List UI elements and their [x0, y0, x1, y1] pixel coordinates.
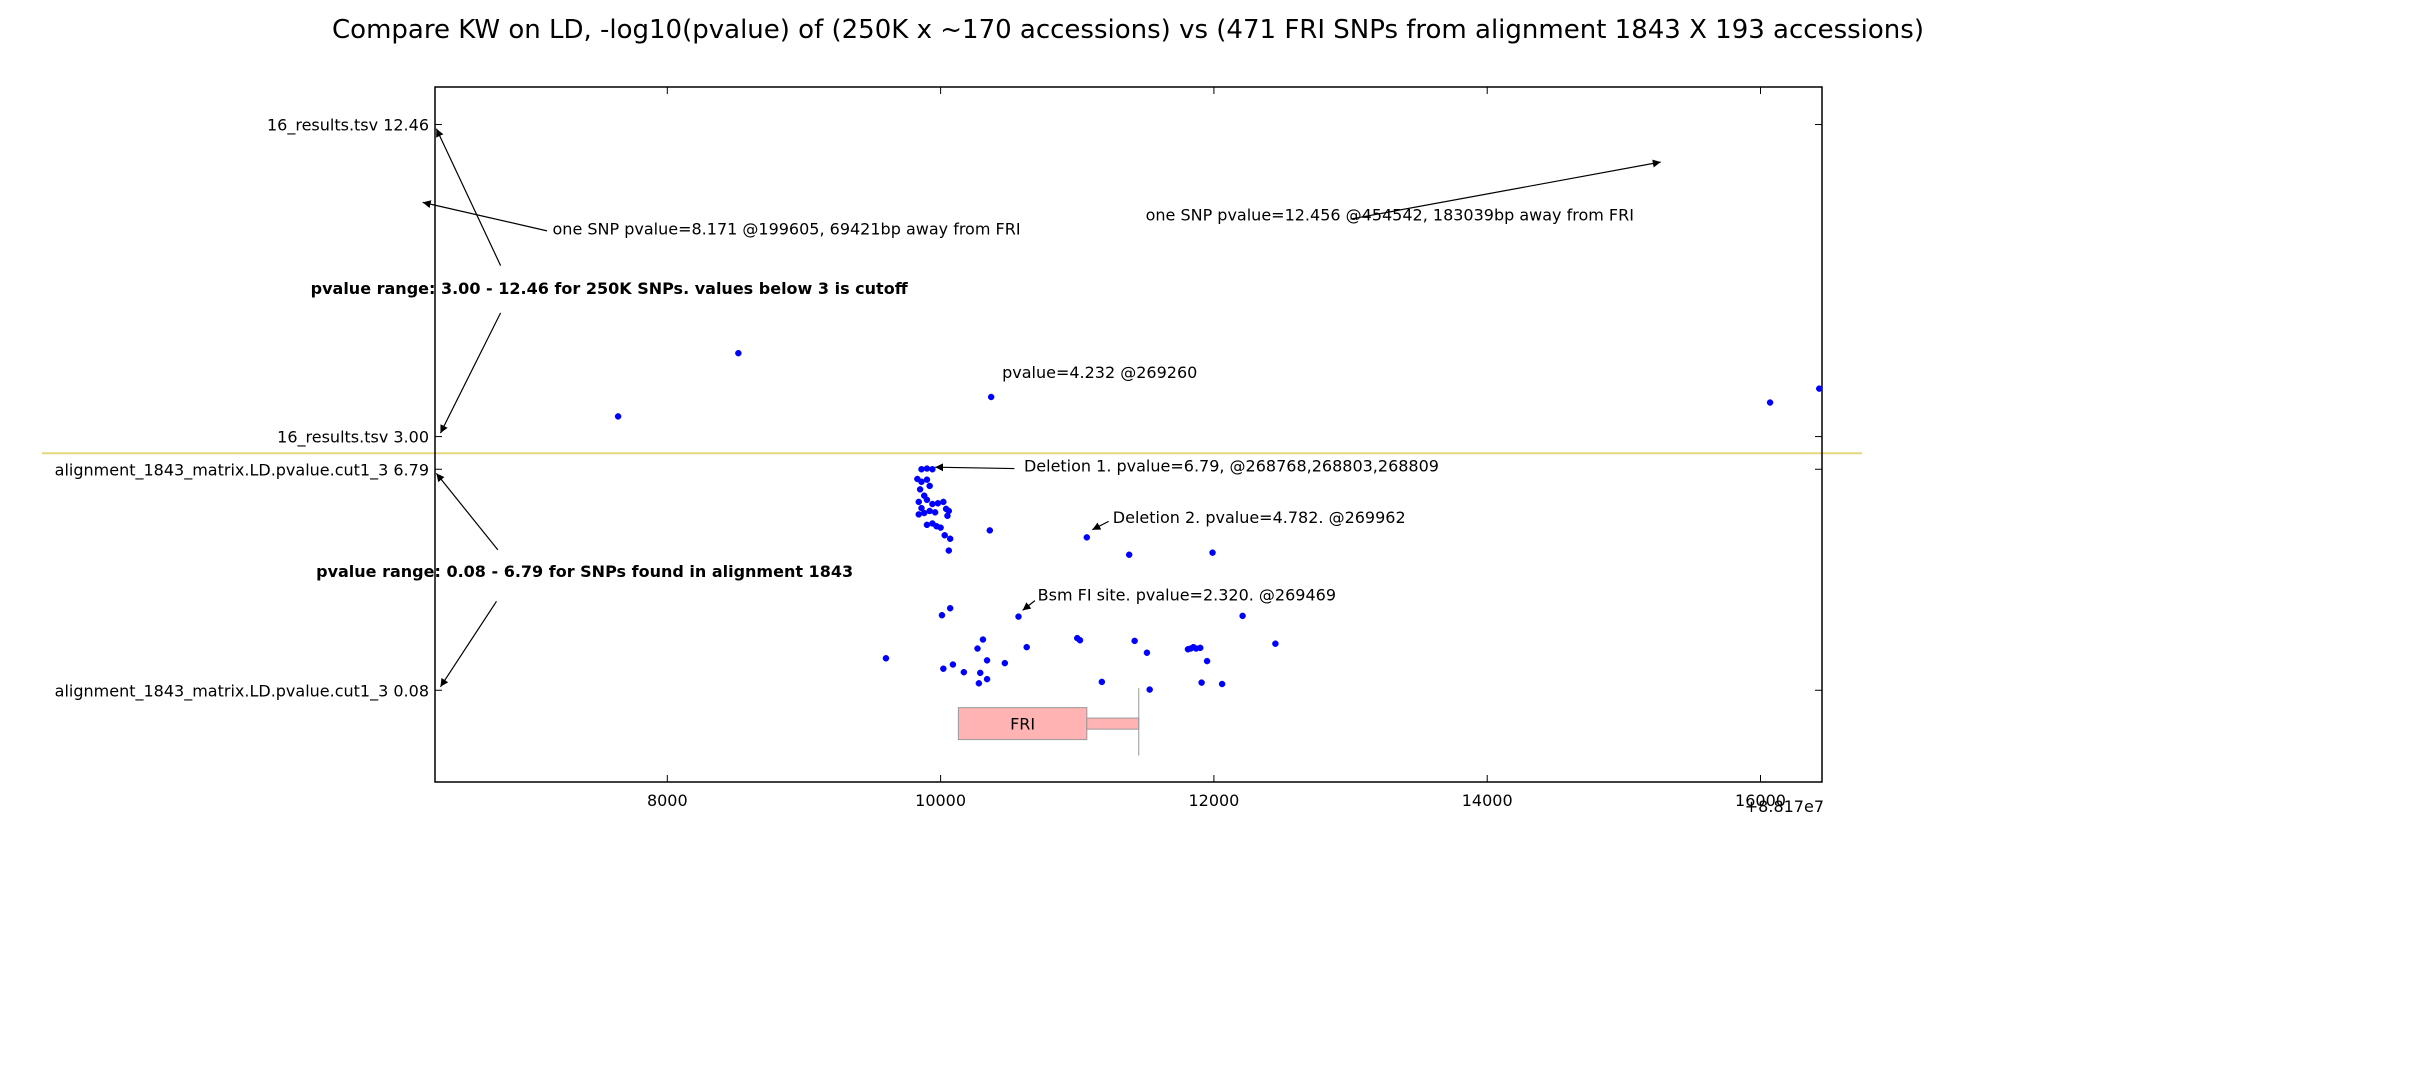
annotation-label: one SNP pvalue=12.456 @454542, 183039bp …	[1146, 205, 1634, 224]
data-point	[1143, 649, 1151, 656]
data-point	[1076, 636, 1084, 644]
annotation-label: Deletion 2. pvalue=4.782. @269962	[1113, 508, 1406, 527]
plot-frame	[434, 86, 1823, 783]
gene-tail	[1086, 717, 1140, 730]
data-point	[1816, 385, 1823, 392]
y-tick-label: 16_results.tsv 12.46	[267, 116, 429, 136]
data-point	[983, 657, 991, 664]
data-point	[735, 349, 742, 357]
data-point	[940, 665, 947, 672]
annotation-arrow	[1350, 159, 1661, 220]
data-point	[976, 669, 984, 677]
annotation-arrow	[1092, 520, 1109, 531]
annotation-label: one SNP pvalue=8.171 @199605, 69421bp aw…	[553, 219, 1021, 238]
data-point	[882, 655, 890, 662]
range-annotation: pvalue range: 3.00 - 12.46 for 250K SNPs…	[311, 279, 909, 298]
x-tick-label: 16000	[1735, 791, 1786, 810]
data-point	[929, 500, 936, 508]
data-point	[1198, 679, 1205, 686]
data-point	[931, 509, 939, 516]
data-point	[949, 661, 957, 668]
data-point	[1196, 644, 1204, 652]
data-point	[945, 547, 953, 554]
annotation-label: Bsm FI site. pvalue=2.320. @269469	[1038, 586, 1336, 605]
data-point	[929, 466, 936, 473]
data-point	[1001, 659, 1009, 667]
gene-label: FRI	[1010, 715, 1035, 734]
x-tick-label: 10000	[915, 791, 966, 810]
data-point	[983, 675, 991, 683]
annotation-label: Deletion 1. pvalue=6.79, @268768,268803,…	[1024, 456, 1439, 475]
data-point	[923, 476, 931, 483]
data-point	[1131, 637, 1138, 645]
data-point	[1023, 643, 1030, 651]
data-point	[614, 413, 622, 420]
data-point	[1015, 613, 1022, 620]
chart-title: Compare KW on LD, -log10(pvalue) of (250…	[332, 15, 1924, 45]
data-point	[940, 498, 947, 506]
x-tick-label: 8000	[647, 791, 688, 810]
annotation-label: pvalue=4.232 @269260	[1002, 363, 1197, 382]
data-point	[918, 466, 925, 473]
data-point	[1146, 686, 1153, 693]
data-point	[1272, 640, 1279, 647]
range-annotation: pvalue range: 0.08 - 6.79 for SNPs found…	[316, 562, 853, 581]
y-tick-label: 16_results.tsv 3.00	[277, 428, 429, 448]
x-offset-label: +8.817e7	[1745, 797, 1824, 816]
data-point	[1098, 678, 1106, 686]
data-point	[920, 509, 928, 517]
data-point	[987, 393, 995, 401]
data-point	[986, 527, 994, 534]
data-point	[1239, 612, 1246, 620]
data-point	[960, 668, 968, 676]
data-point	[1209, 549, 1216, 556]
range-arrow	[439, 312, 502, 434]
y-tick-label: alignment_1843_matrix.LD.pvalue.cut1_3 6…	[55, 460, 429, 480]
data-point	[918, 504, 925, 512]
data-point	[926, 507, 933, 515]
data-point	[1184, 646, 1192, 653]
data-point	[946, 535, 954, 542]
data-point	[915, 498, 922, 506]
data-point	[944, 512, 951, 520]
data-point	[974, 645, 981, 652]
data-point	[1125, 551, 1133, 558]
data-point	[979, 636, 987, 643]
data-point	[918, 478, 925, 486]
data-point	[1083, 534, 1091, 541]
data-point	[941, 532, 948, 539]
data-point	[975, 680, 983, 687]
data-point	[937, 524, 944, 531]
range-arrow	[439, 600, 497, 688]
data-point	[1218, 680, 1226, 688]
data-point	[916, 486, 924, 493]
range-arrow	[435, 128, 502, 266]
annotation-arrow	[935, 463, 1015, 472]
annotation-arrow	[1022, 600, 1036, 611]
data-point	[1766, 399, 1774, 406]
data-point	[923, 465, 931, 472]
x-tick-label: 14000	[1462, 791, 1513, 810]
range-arrow	[435, 473, 499, 551]
data-point	[946, 605, 954, 612]
y-tick-label: alignment_1843_matrix.LD.pvalue.cut1_3 0…	[55, 681, 429, 701]
data-point	[934, 500, 942, 507]
data-point	[923, 521, 931, 529]
annotation-arrow	[422, 200, 548, 232]
data-point	[926, 482, 933, 490]
data-point	[938, 611, 946, 619]
x-tick-label: 12000	[1188, 791, 1239, 810]
data-point	[915, 511, 922, 518]
data-point	[923, 496, 931, 504]
data-point	[1203, 657, 1211, 665]
